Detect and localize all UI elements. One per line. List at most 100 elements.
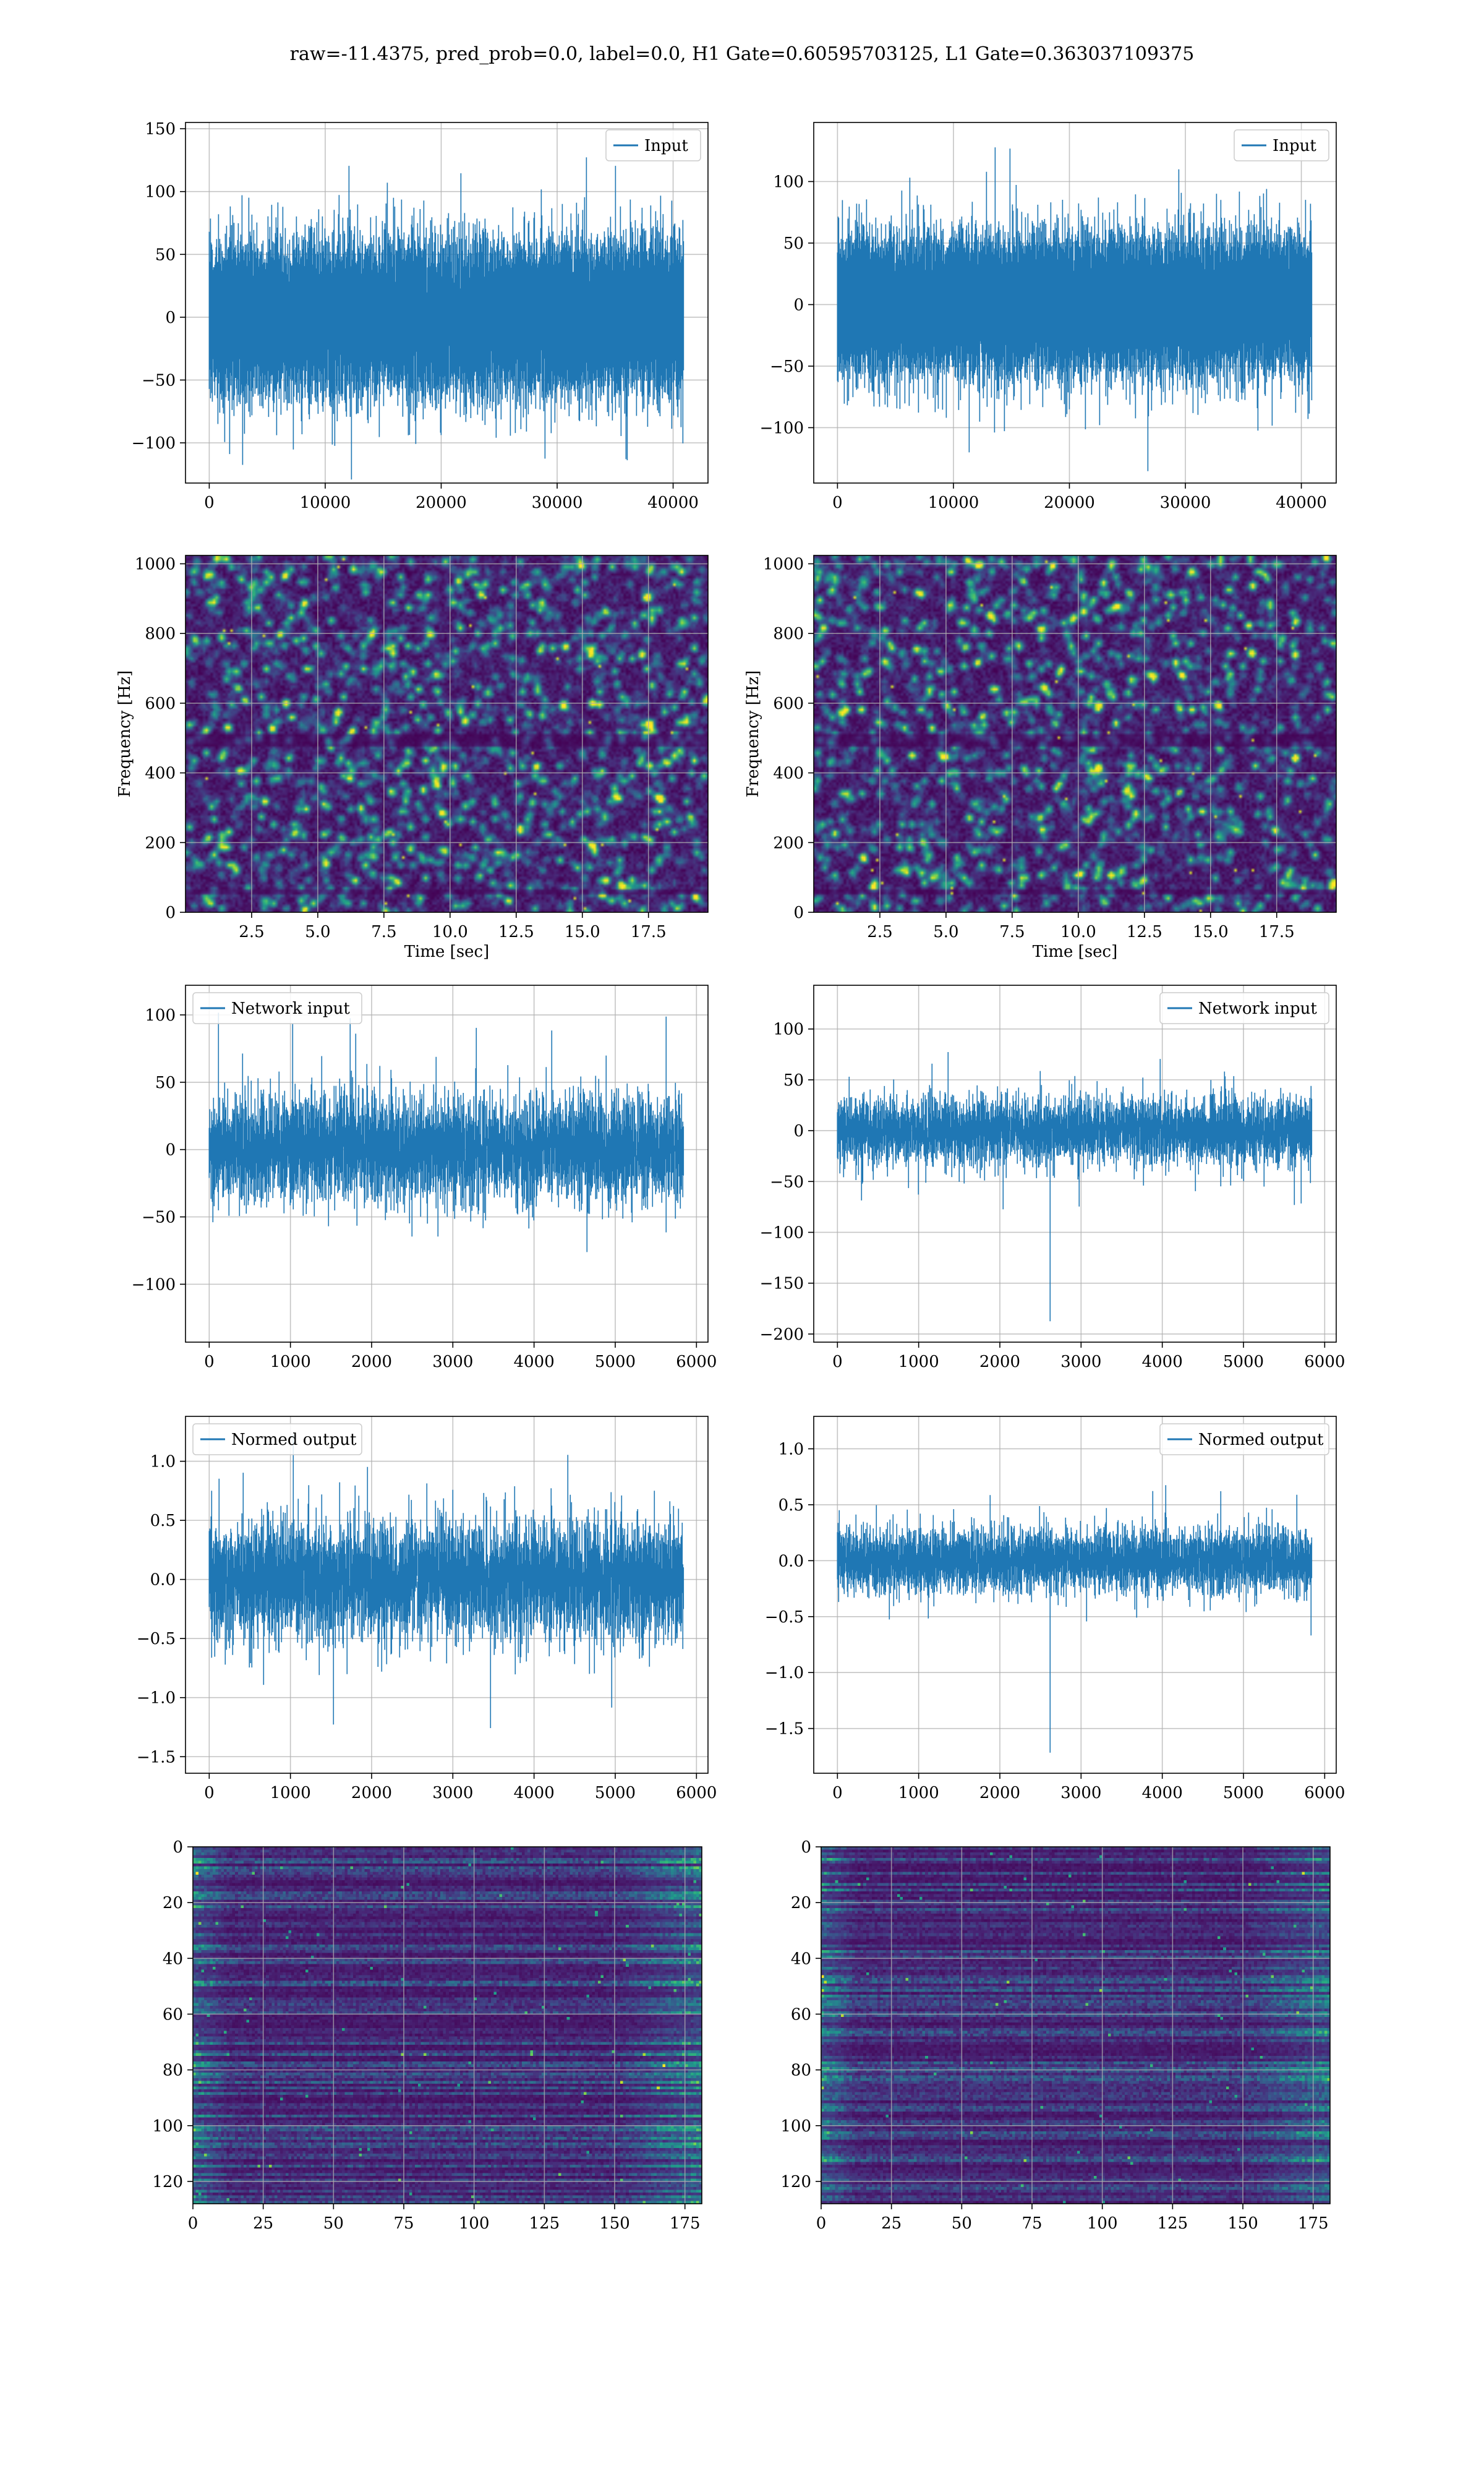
y-tick-label: 800 — [773, 625, 804, 643]
x-tick-label: 30000 — [532, 494, 583, 512]
x-tick-label: 2.5 — [239, 923, 264, 941]
x-tick-label: 7.5 — [371, 923, 396, 941]
x-tick-label: 25 — [881, 2214, 902, 2233]
y-tick-label: 600 — [145, 695, 176, 713]
x-tick-label: 4000 — [514, 1353, 555, 1371]
y-tick-label: −1.5 — [137, 1748, 176, 1766]
y-tick-label: 120 — [152, 2173, 183, 2191]
x-tick-label: 0 — [188, 2214, 198, 2233]
x-tick-label: 6000 — [676, 1784, 717, 1802]
y-tick-label: 0.5 — [778, 1496, 804, 1515]
x-tick-label: 15.0 — [565, 923, 600, 941]
x-tick-label: 2000 — [979, 1784, 1020, 1802]
y-tick-label: 100 — [145, 1006, 176, 1025]
y-tick-label: 80 — [163, 2061, 183, 2080]
y-tick-label: 150 — [145, 120, 176, 139]
y-tick-label: 1000 — [763, 555, 804, 574]
x-tick-label: 1000 — [270, 1784, 311, 1802]
x-tick-label: 1000 — [898, 1784, 939, 1802]
y-tick-label: 0.5 — [150, 1512, 176, 1530]
x-tick-label: 1000 — [898, 1353, 939, 1371]
y-tick-label: 60 — [791, 2005, 811, 2024]
y-tick-label: −0.5 — [765, 1608, 804, 1627]
x-tick-label: 175 — [1298, 2214, 1329, 2233]
y-tick-label: 0.0 — [778, 1552, 804, 1570]
x-tick-label: 5000 — [1223, 1784, 1264, 1802]
axes-frame — [813, 1416, 1337, 1774]
x-tick-label: 4000 — [514, 1784, 555, 1802]
y-tick-label: 0.0 — [150, 1571, 176, 1590]
x-tick-label: 10000 — [928, 494, 979, 512]
series-line — [837, 1052, 1313, 1322]
series-line — [208, 1434, 684, 1728]
y-tick-label: 80 — [791, 2061, 811, 2080]
x-tick-label: 5000 — [1223, 1353, 1264, 1371]
y-tick-label: −1.5 — [765, 1720, 804, 1739]
axes-frame — [185, 555, 709, 913]
x-tick-label: 0 — [816, 2214, 827, 2233]
axes-frame — [813, 985, 1337, 1343]
x-tick-label: 0 — [204, 494, 215, 512]
x-tick-label: 0 — [832, 1784, 843, 1802]
spec-l1-chart: 2.5 5.0 7.5 10.0 12.5 15.0 17.5 0 200 400 600 800 10… — [744, 555, 1337, 961]
x-tick-label: 2000 — [979, 1353, 1020, 1371]
x-tick-label: 3000 — [432, 1784, 473, 1802]
x-tick-label: 0 — [832, 494, 843, 512]
y-tick-label: −150 — [760, 1275, 804, 1293]
y-tick-label: −1.0 — [765, 1664, 804, 1682]
x-tick-label: 175 — [670, 2214, 701, 2233]
x-tick-label: 75 — [1021, 2214, 1042, 2233]
axes-frame — [185, 1416, 709, 1774]
legend-box — [605, 129, 701, 161]
x-tick-label: 7.5 — [999, 923, 1025, 941]
y-tick-label: 20 — [163, 1894, 183, 1912]
y-tick-label: 0 — [793, 296, 804, 314]
legend-label: Input — [1273, 137, 1316, 155]
feat-h1-chart: 0 25 50 75 100 125 150 175 0 20 40 60 80 100 120 — [152, 1838, 702, 2233]
figure-title: raw=-11.4375, pred_prob=0.0, label=0.0, … — [289, 43, 1195, 65]
x-tick-label: 15.0 — [1193, 923, 1229, 941]
y-tick-label: 400 — [773, 764, 804, 783]
y-tick-label: 0 — [165, 1141, 176, 1160]
x-tick-label: 0 — [832, 1353, 843, 1371]
y-tick-label: 100 — [780, 2117, 811, 2136]
x-tick-label: 0 — [204, 1784, 215, 1802]
spec-h1-chart: 2.5 5.0 7.5 10.0 12.5 15.0 17.5 0 200 400 600 800 10… — [116, 555, 709, 961]
x-tick-label: 1000 — [270, 1353, 311, 1371]
y-tick-label: 40 — [791, 1950, 811, 1968]
x-tick-label: 12.5 — [1127, 923, 1162, 941]
x-tick-label: 50 — [323, 2214, 344, 2233]
x-tick-label: 12.5 — [498, 923, 534, 941]
legend-box — [192, 992, 362, 1024]
feat-l1-chart: 0 25 50 75 100 125 150 175 0 20 40 60 80 100 120 — [780, 1838, 1331, 2233]
x-tick-label: 2.5 — [867, 923, 892, 941]
axes-frame — [813, 555, 1337, 913]
y-tick-label: −50 — [770, 357, 804, 376]
y-tick-label: 50 — [783, 1071, 804, 1090]
x-tick-label: 5.0 — [933, 923, 958, 941]
x-tick-label: 6000 — [1304, 1353, 1345, 1371]
axes-frame — [813, 122, 1337, 484]
y-tick-label: 50 — [155, 246, 176, 264]
y-tick-label: 40 — [163, 1950, 183, 1968]
axes-frame — [185, 122, 709, 484]
y-tick-label: −100 — [132, 434, 176, 453]
x-tick-label: 3000 — [1060, 1784, 1101, 1802]
y-tick-label: −1.0 — [137, 1689, 176, 1708]
heatmap-canvas — [193, 1847, 702, 2204]
legend-label: Normed output — [231, 1431, 357, 1449]
x-tick-label: 40000 — [1276, 494, 1327, 512]
y-tick-label: −50 — [142, 1209, 176, 1227]
x-tick-label: 125 — [529, 2214, 560, 2233]
y-tick-label: 0 — [801, 1838, 811, 1857]
y-tick-label: 120 — [780, 2173, 811, 2191]
x-tick-label: 10.0 — [1060, 923, 1096, 941]
y-tick-label: −100 — [132, 1275, 176, 1294]
x-tick-label: 40000 — [647, 494, 699, 512]
y-tick-label: −200 — [760, 1325, 804, 1344]
series-line — [208, 157, 684, 480]
heatmap-image — [186, 555, 708, 912]
x-tick-label: 17.5 — [631, 923, 667, 941]
